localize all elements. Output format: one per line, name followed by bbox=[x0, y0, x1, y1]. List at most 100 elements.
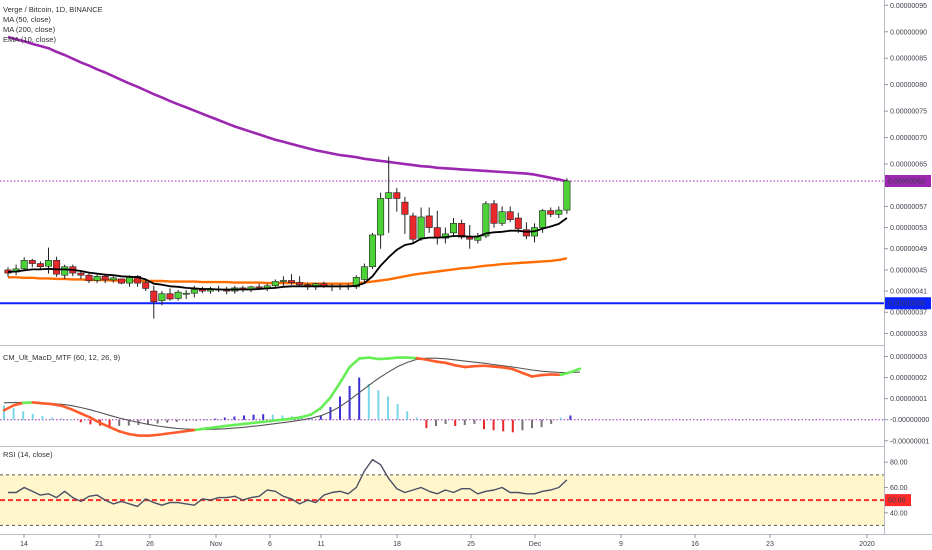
rsi-tick-label: 60.00 bbox=[890, 485, 908, 492]
candle-bull bbox=[190, 289, 198, 294]
macd-histogram-bar bbox=[127, 419, 130, 426]
candle-bear bbox=[142, 282, 150, 289]
macd-histogram-bar bbox=[185, 419, 188, 421]
macd-line-segment bbox=[233, 422, 246, 427]
candle-bear bbox=[53, 260, 61, 275]
price-tick-label: 0.00000070 bbox=[890, 135, 927, 142]
time-tick-label: 14 bbox=[20, 541, 28, 548]
chart-title: Verge / Bitcoin, 1D, BINANCE bbox=[3, 5, 103, 14]
time-tick-label: 6 bbox=[268, 541, 272, 548]
rsi-title[interactable]: RSI (14, close) bbox=[3, 450, 53, 459]
time-tick-label: Dec bbox=[529, 541, 542, 548]
rsi-midline-tag: 50.00 bbox=[888, 498, 906, 505]
macd-line-segment bbox=[463, 364, 476, 369]
macd-histogram-bar bbox=[51, 417, 53, 420]
time-tick-label: 18 bbox=[393, 541, 401, 548]
price-tick-label: 0.00000037 bbox=[890, 310, 927, 317]
macd-tick-label: -0.00000001 bbox=[890, 438, 929, 445]
macd-line-segment bbox=[223, 423, 236, 428]
macd-line-segment bbox=[252, 420, 265, 425]
macd-histogram-bar bbox=[521, 419, 524, 431]
candle-bull bbox=[482, 203, 490, 237]
macd-title[interactable]: CM_Ult_MacD_MTF (60, 12, 26, 9) bbox=[3, 353, 121, 362]
macd-histogram-bar bbox=[118, 419, 121, 427]
macd-line-segment bbox=[309, 406, 323, 416]
candle-bull bbox=[539, 210, 547, 228]
macd-histogram-bar bbox=[483, 419, 485, 430]
ema10-line bbox=[7, 217, 568, 291]
macd-histogram-bar bbox=[367, 383, 370, 420]
candle-bear bbox=[287, 280, 295, 283]
time-tick-label: 2020 bbox=[859, 541, 875, 548]
macd-line-segment bbox=[41, 401, 54, 406]
macd-line-segment bbox=[69, 407, 83, 415]
candle-bear bbox=[296, 282, 304, 286]
macd-histogram-bar bbox=[271, 414, 274, 420]
macd-histogram-bar bbox=[89, 419, 92, 425]
macd-line-segment bbox=[434, 360, 447, 365]
macd-tick-label: 0.00000002 bbox=[890, 375, 927, 382]
candle-bear bbox=[401, 201, 409, 215]
macd-line-segment bbox=[108, 425, 121, 433]
candle-bull bbox=[417, 216, 425, 239]
macd-histogram-bar bbox=[339, 396, 341, 420]
macd-line-segment bbox=[242, 421, 255, 426]
candle-bear bbox=[506, 211, 514, 220]
macd-histogram-bar bbox=[147, 419, 149, 425]
price-tick-label: 0.00000090 bbox=[890, 29, 927, 36]
time-tick-label: 9 bbox=[619, 541, 623, 548]
macd-histogram-bar bbox=[281, 415, 284, 420]
macd-line-segment bbox=[261, 419, 275, 424]
time-tick-label: 25 bbox=[467, 541, 475, 548]
macd-histogram-bar bbox=[559, 417, 562, 420]
candle-bear bbox=[393, 192, 401, 199]
current-price-tag: 0.00000062 bbox=[888, 178, 925, 185]
price-tick-label: 0.00000053 bbox=[890, 225, 927, 232]
legend-ma200[interactable]: MA (200, close) bbox=[3, 25, 56, 34]
macd-line-segment bbox=[329, 381, 342, 399]
macd-histogram-bar bbox=[473, 419, 476, 424]
price-tick-label: 0.00000085 bbox=[890, 56, 927, 63]
macd-line-segment bbox=[127, 432, 140, 437]
macd-line-segment bbox=[521, 371, 534, 378]
macd-line-segment bbox=[213, 424, 227, 429]
candle-bear bbox=[458, 223, 466, 238]
candle-bear bbox=[101, 275, 109, 281]
legend-ma50[interactable]: MA (50, close) bbox=[3, 15, 51, 24]
macd-line-segment bbox=[540, 373, 553, 377]
macd-line-segment bbox=[357, 356, 371, 360]
macd-line-segment bbox=[146, 433, 159, 438]
price-tick-label: 0.00000075 bbox=[890, 109, 927, 116]
macd-line-segment bbox=[98, 421, 111, 429]
candle-bull bbox=[555, 209, 563, 215]
macd-histogram-bar bbox=[223, 417, 226, 420]
macd-histogram-bar bbox=[540, 419, 543, 428]
macd-histogram-bar bbox=[22, 411, 25, 420]
candle-bull bbox=[174, 291, 182, 299]
macd-histogram-bar bbox=[243, 415, 245, 420]
candle-bear bbox=[547, 210, 555, 215]
macd-line-segment bbox=[89, 416, 102, 425]
price-tick-label: 0.00000065 bbox=[890, 162, 927, 169]
macd-histogram-bar bbox=[502, 419, 505, 432]
macd-legend: CM_Ult_MacD_MTF (60, 12, 26, 9) bbox=[3, 353, 120, 363]
candle-bear bbox=[490, 203, 498, 224]
candle-bull bbox=[271, 281, 279, 287]
ma50-line bbox=[8, 257, 568, 285]
candle-bear bbox=[150, 290, 158, 302]
macd-line-segment bbox=[405, 356, 419, 360]
rsi-tick-label: 80.00 bbox=[890, 460, 908, 467]
macd-line-segment bbox=[117, 430, 131, 436]
candle-bull bbox=[377, 198, 385, 236]
current-price-tag-bg bbox=[885, 174, 931, 187]
time-tick-label: 26 bbox=[146, 541, 154, 548]
support-price-tag: 0.00000039 bbox=[888, 301, 925, 308]
candle-bull bbox=[385, 192, 393, 199]
macd-line-segment bbox=[281, 417, 294, 422]
legend-ema10[interactable]: EMA (10, close) bbox=[3, 35, 56, 44]
macd-histogram-bar bbox=[435, 419, 437, 427]
macd-line-segment bbox=[165, 431, 179, 435]
macd-line-segment bbox=[60, 404, 73, 411]
candle-bear bbox=[36, 263, 44, 268]
